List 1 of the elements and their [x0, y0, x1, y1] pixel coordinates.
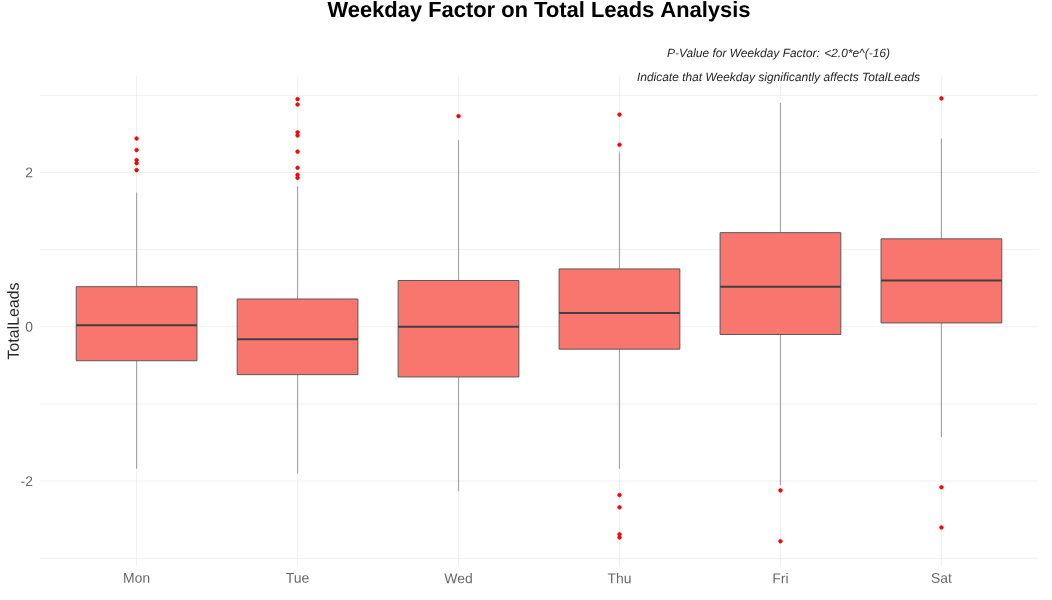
chart-title: Weekday Factor on Total Leads Analysis	[327, 1, 750, 22]
